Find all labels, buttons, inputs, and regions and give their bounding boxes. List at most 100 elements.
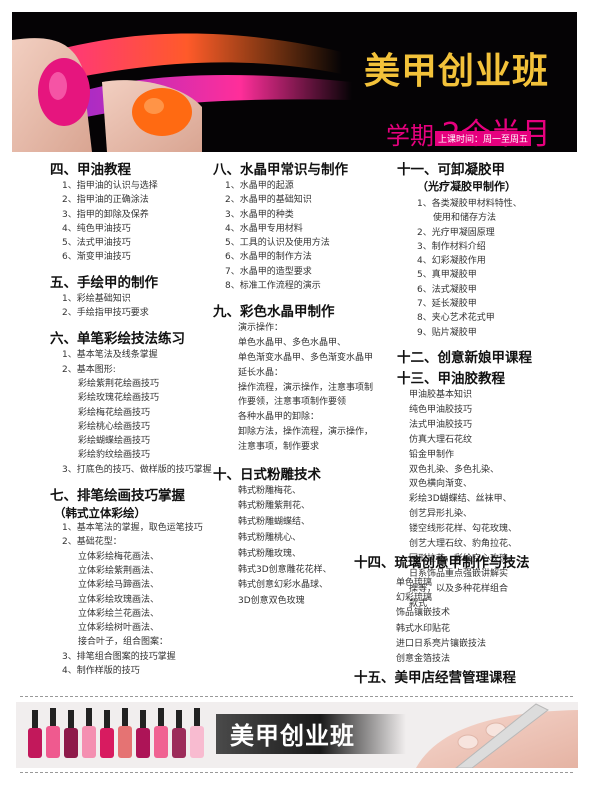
list-item: 1、水晶甲的起源	[225, 181, 294, 191]
text-line: 韩式3D创意雕花花样、	[238, 564, 332, 575]
list-item: 1、基本笔法及线条掌握	[62, 350, 158, 361]
text-line: 回形拉花、彩绘空心玫瑰、	[409, 553, 518, 564]
text-line: 注意事项，制作要求	[238, 441, 320, 452]
section-title: 十四、琉璃创意甲制作与技法	[354, 555, 530, 571]
bottle-row	[28, 708, 204, 758]
list-item: 7、延长凝胶甲	[417, 299, 477, 310]
list-item: 接合叶子，组合图案：	[78, 637, 169, 648]
section-7: 七、排笔绘画技巧掌握 （韩式立体彩绘） 1、基本笔法的掌握，取色运笔技巧 2、基…	[50, 488, 210, 678]
text-line: 韩式粉雕梅花、	[238, 485, 302, 496]
section-15: 十五、美甲店经营管理课程	[354, 670, 579, 687]
list-item: 2、指甲油的正确涂法	[62, 195, 149, 206]
text-line: 法式甲油胶技巧	[409, 419, 473, 430]
list-item: 1、彩绘基础知识	[62, 293, 131, 304]
text-line: 铅金甲制作	[409, 449, 455, 460]
section-subtitle: （光疗凝胶甲制作）	[417, 180, 516, 193]
text-line: 款式	[409, 598, 428, 609]
list-item: 8、夹心艺术花式甲	[417, 313, 495, 324]
list-item: 4、水晶甲专用材料	[225, 223, 303, 234]
list-item: 2、基本图形:	[62, 364, 116, 375]
text-line: 进口日系亮片镶嵌技法	[396, 638, 487, 649]
list-item: 立体彩绘梅花画法、	[78, 551, 160, 562]
text-line: 仿真大理石花纹	[409, 434, 473, 445]
divider	[20, 772, 573, 773]
text-line: 韩式粉雕玫瑰、	[238, 548, 302, 559]
list-item: 5、法式甲油技巧	[62, 238, 131, 249]
header-banner: 美甲创业班 学期 2个半月 上课时间：周一至周五	[12, 12, 577, 152]
text-line: 韩式粉雕蝴蝶结、	[238, 517, 311, 528]
list-item: 彩绘蝴蝶绘画技巧	[78, 436, 151, 447]
footer-banner: 美甲创业班	[16, 702, 578, 768]
list-item: 立体彩绘兰花画法、	[78, 608, 160, 619]
list-item: 8、标准工作流程的演示	[225, 281, 321, 292]
section-8: 八、水晶甲常识与制作 1、水晶甲的起源 2、水晶甲的基础知识 3、水晶甲的种类 …	[213, 162, 385, 293]
header-title: 美甲创业班	[364, 50, 550, 92]
section-13: 十三、甲油胶教程 甲油胶基本知识 纯色甲油胶技巧 法式甲油胶技巧 仿真大理石花纹…	[397, 371, 577, 612]
text-line: 创艺异形扎染、	[409, 509, 473, 520]
section-11: 十一、可卸凝胶甲 （光疗凝胶甲制作） 1、各类凝胶甲材料特性、 使用和储存方法 …	[397, 162, 577, 340]
section-5: 五、手绘甲的制作 1、彩绘基础知识 2、手绘指甲技巧要求	[50, 275, 210, 321]
list-item: 立体彩绘紫荆画法、	[78, 565, 160, 576]
list-item: 彩绘玫瑰花绘画技巧	[78, 393, 160, 404]
section-6: 六、单笔彩绘技法练习 1、基本笔法及线条掌握 2、基本图形: 彩绘紫荆花绘画技巧…	[50, 331, 212, 477]
text-line: 单色渐变水晶甲、多色渐变水晶甲	[238, 352, 374, 363]
text-line: 纯色甲油胶技巧	[409, 404, 473, 415]
text-line: 彩绘3D蝴蝶结、丝袜甲、	[409, 494, 512, 505]
list-item: 立体彩绘玫瑰画法、	[78, 594, 160, 605]
list-item: 彩绘梅花绘画技巧	[78, 407, 151, 418]
text-line: 韩式水印贴花	[396, 623, 451, 634]
nail-polish-illustration	[12, 33, 352, 152]
text-line: 操作流程，演示操作，注意事项制	[238, 382, 374, 393]
text-line: 甲油胶基本知识	[409, 389, 473, 400]
list-item: 4、纯色甲油技巧	[62, 223, 131, 234]
list-item: 彩绘桃心绘画技巧	[78, 421, 151, 432]
section-title: 十五、美甲店经营管理课程	[354, 670, 516, 686]
section-title: 六、单笔彩绘技法练习	[50, 331, 185, 348]
text-line: 单色琉璃	[396, 578, 433, 588]
column-middle: 八、水晶甲常识与制作 1、水晶甲的起源 2、水晶甲的基础知识 3、水晶甲的种类 …	[213, 162, 385, 610]
text-line: 双色横向渐变、	[409, 479, 473, 490]
list-item: 立体彩绘马蹄画法、	[78, 580, 160, 591]
list-item: 立体彩绘树叶画法、	[78, 623, 160, 634]
list-item: 4、制作样版的技巧	[62, 666, 140, 677]
section-12: 十二、创意新娘甲课程	[397, 350, 577, 367]
nail-polish-bottles-illustration	[16, 702, 578, 768]
text-line: 3D创意双色玫瑰	[238, 596, 305, 607]
list-item: 7、水晶甲的造型要求	[225, 266, 312, 277]
list-item: 3、指甲的卸除及保养	[62, 209, 149, 220]
section-10: 十、日式粉雕技术 韩式粉雕梅花、 韩式粉雕紫荆花、 韩式粉雕蝴蝶结、 韩式粉雕桃…	[213, 467, 385, 610]
duration-label: 学期	[386, 122, 434, 150]
section-4: 四、甲油教程 1、指甲油的认识与选择 2、指甲油的正确涂法 3、指甲的卸除及保养…	[50, 162, 210, 265]
list-item: 6、法式凝胶甲	[417, 284, 477, 295]
section-9: 九、彩色水晶甲制作 演示操作： 单色水晶甲、多色水晶甲、 单色渐变水晶甲、多色渐…	[213, 304, 385, 454]
list-item: 9、贴片凝胶甲	[417, 327, 477, 338]
list-item: 4、幻彩凝胶作用	[417, 256, 486, 267]
text-line: 饰品镶嵌技术	[396, 608, 451, 619]
list-item: 5、真甲凝胶甲	[417, 270, 477, 281]
column-left: 四、甲油教程 1、指甲油的认识与选择 2、指甲油的正确涂法 3、指甲的卸除及保养…	[50, 162, 212, 678]
text-line: 卸除方法，操作流程，演示操作，	[238, 426, 374, 437]
section-title: 五、手绘甲的制作	[50, 274, 158, 291]
section-14: 十四、琉璃创意甲制作与技法 单色琉璃 幻彩琉璃 饰品镶嵌技术 韩式水印贴花 进口…	[354, 555, 579, 667]
list-item: 使用和储存方法	[433, 213, 497, 224]
schedule-badge: 上课时间：周一至周五	[435, 131, 532, 146]
list-item: 3、水晶甲的种类	[225, 209, 294, 220]
text-line: 幻彩琉璃	[396, 593, 433, 604]
list-item: 3、打底色的技巧、做样版的技巧掌握	[62, 464, 212, 475]
text-line: 各种水晶甲的卸除：	[238, 412, 320, 423]
section-title: 七、排笔绘画技巧掌握	[50, 488, 185, 505]
list-item: 5、工具的认识及使用方法	[225, 238, 330, 249]
text-line: 镂空线形花样、勾花玫瑰、	[409, 524, 518, 535]
list-item: 1、各类凝胶甲材料特性、	[417, 199, 522, 209]
footer-title: 美甲创业班	[230, 721, 355, 750]
text-line: 韩式粉雕桃心、	[238, 532, 302, 543]
text-line: 创意金箔技法	[396, 654, 451, 665]
text-line: 创艺大理石纹、豹角拉花、	[409, 539, 518, 550]
list-item: 彩绘豹纹绘画技巧	[78, 450, 151, 461]
text-line: 作要领，注意事项制作要领	[238, 397, 347, 408]
list-item: 3、排笔组合图案的技巧掌握	[62, 651, 176, 662]
text-line: 操等，以及多种花样组合	[409, 583, 509, 594]
text-line: 双色扎染、多色扎染、	[409, 464, 500, 475]
list-item: 6、水晶甲的制作方法	[225, 252, 312, 263]
text-line: 演示操作：	[238, 323, 284, 334]
